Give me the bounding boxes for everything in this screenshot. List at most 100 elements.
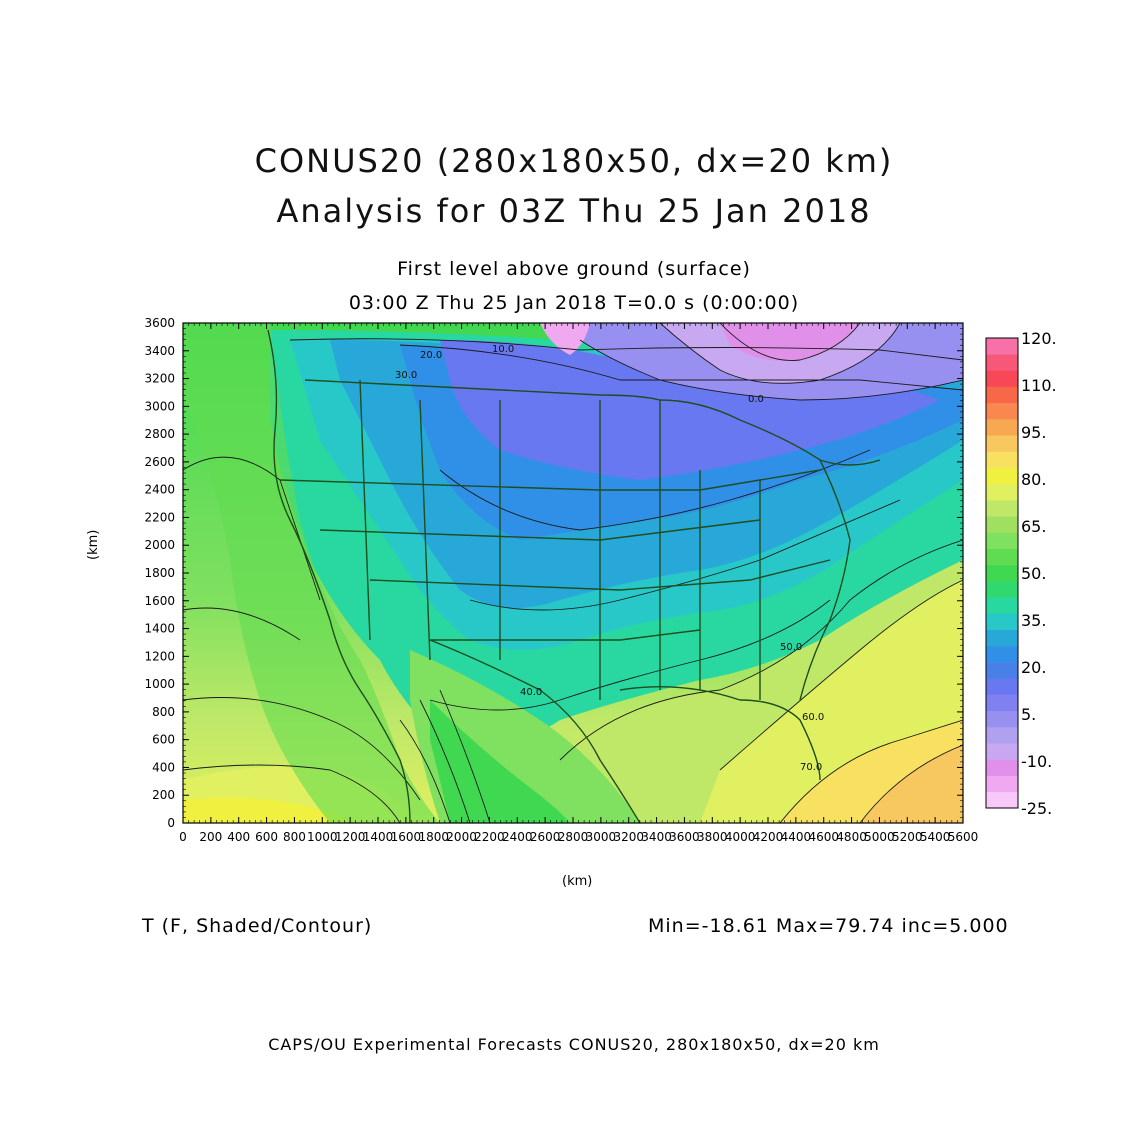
x-tick-label: 4800 [836, 830, 867, 844]
colorbar-label: -25. [1021, 799, 1052, 818]
contour-label: 20.0 [420, 350, 442, 361]
colorbar-label: 35. [1021, 611, 1046, 630]
colorbar-swatch [986, 613, 1018, 631]
colorbar-swatch [986, 581, 1018, 598]
x-tick-label: 3800 [697, 830, 728, 844]
y-tick-label: 3600 [144, 316, 175, 330]
colorbar-swatch [986, 338, 1018, 355]
x-tick-label: 2800 [558, 830, 589, 844]
x-tick-label: 0 [179, 830, 187, 844]
y-tick-label: 2800 [144, 427, 175, 441]
contour-lines [183, 323, 963, 823]
x-tick-label: 3200 [613, 830, 644, 844]
colorbar-label: 50. [1021, 564, 1046, 583]
y-tick-label: 200 [152, 788, 175, 802]
y-tick-label: 1000 [144, 677, 175, 691]
colorbar-swatch [986, 419, 1018, 436]
contour-label: 50.0 [780, 642, 802, 653]
colorbar-swatch [986, 726, 1018, 744]
x-tick-label: 2600 [530, 830, 561, 844]
x-tick-label: 2400 [502, 830, 533, 844]
colorbar-swatch [986, 775, 1018, 793]
variable-label: T (F, Shaded/Contour) [142, 915, 373, 937]
x-tick-label: 4000 [725, 830, 756, 844]
y-tick-label: 1400 [144, 622, 175, 636]
colorbar-frame [985, 337, 1019, 809]
colorbar-swatch [986, 516, 1018, 533]
x-tick-label: 3600 [669, 830, 700, 844]
x-tick-label: 3400 [641, 830, 672, 844]
x-tick-label: 1200 [335, 830, 366, 844]
x-tick-label: 1000 [307, 830, 338, 844]
minor-ticks [182, 322, 964, 824]
y-tick-label: 1800 [144, 566, 175, 580]
y-tick-label: 1200 [144, 649, 175, 663]
plot-subtitle-level: First level above ground (surface) [397, 258, 751, 280]
colorbar-swatch [986, 743, 1018, 760]
x-tick-label: 1800 [418, 830, 449, 844]
x-tick-label: 3000 [586, 830, 617, 844]
x-tick-label: 200 [199, 830, 222, 844]
colorbar-swatch [986, 791, 1018, 809]
colorbar-label: 80. [1021, 470, 1046, 489]
y-tick-label: 2200 [144, 510, 175, 524]
x-tick-label: 1600 [391, 830, 422, 844]
y-axis-ticks: 0 200 400 600 800 1000 1200 1400 1600 1800 2000 220… [144, 316, 963, 830]
colorbar-label: 95. [1021, 423, 1046, 442]
colorbar-swatch [986, 710, 1018, 728]
colorbar-swatch [986, 678, 1018, 695]
plot-title-line1: CONUS20 (280x180x50, dx=20 km) [254, 142, 894, 180]
colorbar-swatch [986, 629, 1018, 647]
contour-label: 0.0 [748, 394, 764, 405]
plot-subtitle-time: 03:00 Z Thu 25 Jan 2018 T=0.0 s (0:00:00… [348, 292, 800, 314]
y-tick-label: 3400 [144, 344, 175, 358]
colorbar-label: 20. [1021, 658, 1046, 677]
y-tick-label: 2600 [144, 455, 175, 469]
x-tick-label: 2200 [474, 830, 505, 844]
y-tick-label: 2400 [144, 483, 175, 497]
colorbar-swatch [986, 435, 1018, 452]
colorbar-swatch [986, 548, 1018, 566]
y-tick-label: 400 [152, 760, 175, 774]
plot-title-line2: Analysis for 03Z Thu 25 Jan 2018 [276, 192, 872, 230]
y-tick-label: 600 [152, 733, 175, 747]
contour-label: 40.0 [520, 687, 542, 698]
x-tick-label: 4600 [808, 830, 839, 844]
x-tick-label: 4200 [753, 830, 784, 844]
contour-label: 10.0 [492, 344, 514, 355]
colorbar-swatch [986, 402, 1018, 420]
colorbar-swatch [986, 759, 1018, 776]
colorbar-label: 110. [1021, 376, 1057, 395]
colorbar-swatch [986, 564, 1018, 582]
colorbar-swatch [986, 451, 1018, 468]
contour-value-labels: 20.0 30.0 40.0 50.0 60.0 70.0 0.0 10.0 [395, 344, 824, 773]
colorbar-label: -10. [1021, 752, 1052, 771]
colorbar-label: 5. [1021, 705, 1036, 724]
field-stats: Min=-18.61 Max=79.74 inc=5.000 [648, 915, 1009, 937]
colorbar-swatch [986, 370, 1018, 387]
y-tick-label: 3000 [144, 399, 175, 413]
colorbar-swatch [986, 386, 1018, 404]
shaded-field [183, 323, 963, 823]
x-tick-label: 400 [227, 830, 250, 844]
colorbar-swatch [986, 597, 1018, 614]
colorbar-swatch [986, 662, 1018, 679]
y-tick-label: 3200 [144, 372, 175, 386]
y-tick-label: 1600 [144, 594, 175, 608]
x-tick-label: 5200 [892, 830, 923, 844]
x-tick-label: 5600 [948, 830, 979, 844]
colorbar-swatch [986, 532, 1018, 549]
contour-label: 70.0 [800, 762, 822, 773]
x-tick-label: 5400 [920, 830, 951, 844]
x-tick-label: 4400 [781, 830, 812, 844]
colorbar-label: 65. [1021, 517, 1046, 536]
x-tick-label: 2000 [446, 830, 477, 844]
contour-label: 30.0 [395, 370, 417, 381]
y-tick-label: 0 [167, 816, 175, 830]
colorbar-label: 120. [1021, 329, 1057, 348]
y-axis-title: (km) [86, 529, 101, 560]
x-tick-label: 1400 [363, 830, 394, 844]
x-tick-label: 800 [283, 830, 306, 844]
contour-label: 60.0 [802, 712, 824, 723]
